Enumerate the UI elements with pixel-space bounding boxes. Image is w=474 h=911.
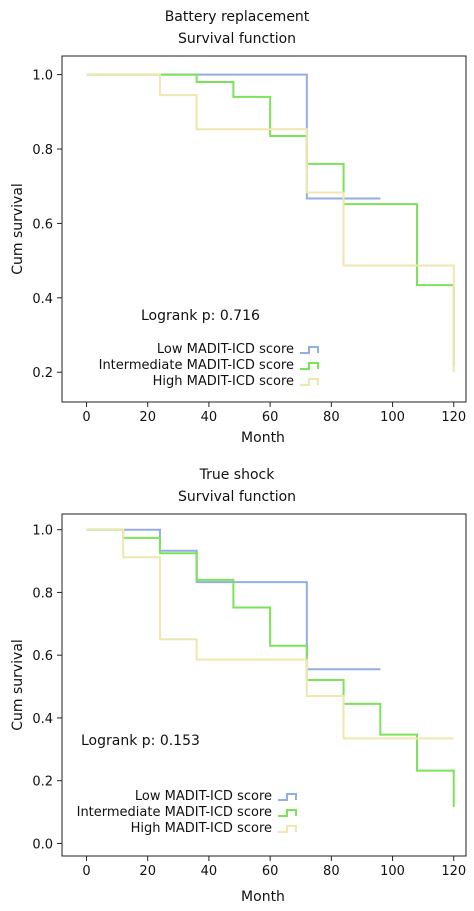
x-tick-label: 40 — [201, 864, 218, 879]
chart-1-y-axis-label: Cum survival — [10, 183, 26, 275]
legend-label: Low MADIT-ICD score — [135, 789, 272, 804]
chart-1-subtitle: Survival function — [178, 31, 296, 47]
legend-swatch — [278, 825, 297, 833]
x-tick-label: 60 — [262, 864, 279, 879]
x-tick-label: 20 — [139, 864, 156, 879]
y-tick-label: 0.6 — [32, 217, 53, 232]
x-tick-label: 100 — [380, 864, 405, 879]
chart-2-title: True shock — [199, 467, 276, 483]
chart-2-logrank-annotation: Logrank p: 0.153 — [81, 733, 200, 749]
legend-label: Intermediate MADIT-ICD score — [77, 805, 272, 820]
x-tick-label: 20 — [139, 410, 156, 425]
chart-1-logrank-annotation: Logrank p: 0.716 — [141, 308, 260, 324]
chart-1-x-axis-label: Month — [241, 430, 285, 446]
legend-swatch — [278, 809, 297, 817]
y-tick-label: 0.6 — [32, 649, 53, 664]
x-tick-label: 120 — [441, 410, 466, 425]
legend-label: Low MADIT-ICD score — [157, 342, 294, 357]
y-tick-label: 0.2 — [32, 366, 53, 381]
y-tick-label: 0.4 — [32, 292, 53, 307]
legend-swatch — [300, 362, 319, 370]
x-tick-label: 80 — [323, 864, 340, 879]
legend-swatch — [300, 346, 319, 354]
chart-1-title: Battery replacement — [165, 9, 310, 25]
y-tick-label: 1.0 — [32, 524, 53, 539]
legend-swatch — [300, 378, 319, 386]
series-line-3 — [86, 73, 455, 373]
x-tick-label: 60 — [262, 410, 279, 425]
y-tick-label: 0.2 — [32, 775, 53, 790]
legend-label: High MADIT-ICD score — [131, 821, 272, 836]
x-tick-label: 0 — [82, 864, 90, 879]
chart-2-x-axis-label: Month — [241, 889, 285, 905]
x-tick-label: 120 — [441, 864, 466, 879]
y-tick-label: 0.8 — [32, 143, 53, 158]
chart-1-series — [86, 73, 455, 373]
legend-label: Intermediate MADIT-ICD score — [99, 358, 294, 373]
y-tick-label: 0.8 — [32, 586, 53, 601]
x-tick-label: 80 — [323, 410, 340, 425]
chart-1-plot-frame — [61, 55, 467, 403]
series-line-3 — [86, 528, 454, 740]
x-tick-label: 100 — [380, 410, 405, 425]
y-tick-label: 1.0 — [32, 69, 53, 84]
x-tick-label: 40 — [201, 410, 218, 425]
chart-2-axes: 0 20 40 60 80 100 120 0.0 0.2 0.4 0.6 0.8 1.0 — [32, 524, 466, 879]
legend-label: High MADIT-ICD score — [153, 374, 294, 389]
chart-true-shock: True shock Survival function 0 20 40 60 80 10… — [10, 467, 467, 905]
y-tick-label: 0.0 — [32, 837, 53, 852]
series-line-2 — [86, 528, 455, 808]
legend-swatch — [278, 793, 297, 801]
chart-1-axes: 0 20 40 60 80 100 120 0.2 0.4 0.6 0.8 1.0 — [32, 69, 466, 425]
chart-2-subtitle: Survival function — [178, 489, 296, 505]
y-tick-label: 0.4 — [32, 712, 53, 727]
chart-2-y-axis-label: Cum survival — [10, 639, 26, 731]
chart-2-plot-frame — [61, 513, 467, 857]
x-tick-label: 0 — [82, 410, 90, 425]
chart-2-series — [86, 528, 455, 808]
chart-battery-replacement: Battery replacement Survival function 0 2… — [10, 9, 467, 446]
